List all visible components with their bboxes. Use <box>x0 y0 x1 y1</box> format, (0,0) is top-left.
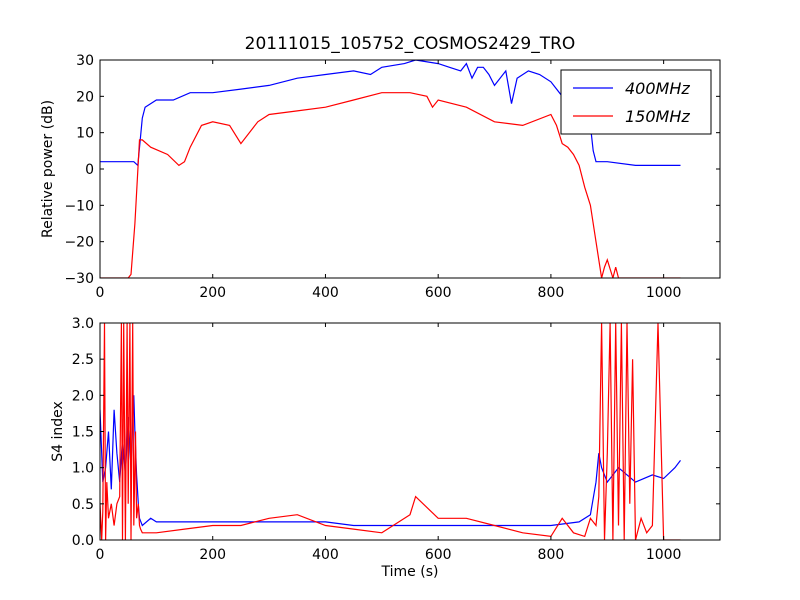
y-tick-label: −20 <box>64 235 94 251</box>
panel-1: 0 200 400 600 800 1000 −30 −20 −10 0 10 20 30 Relativ… <box>40 53 721 301</box>
legend-label-400mhz: 400MHz <box>625 79 690 98</box>
figure-title: 20111015_105752_COSMOS2429_TRO <box>245 34 576 54</box>
legend: 400MHz 150MHz <box>560 69 712 135</box>
x-tick-label: 800 <box>538 547 565 563</box>
y-tick-label: 0 <box>85 162 94 178</box>
y-tick-label: 3.0 <box>72 316 94 332</box>
x-tick-label: 0 <box>96 285 105 301</box>
x-tick-label: 200 <box>199 547 226 563</box>
legend-label-150mhz: 150MHz <box>625 107 690 126</box>
y-tick-label: 0.5 <box>72 497 94 513</box>
panel-2: 0 200 400 600 800 1000 0.0 0.5 1.0 1.5 2.0 2.5 3.0 S4… <box>50 316 721 563</box>
x-axis-label: Time (s) <box>381 564 439 580</box>
x-tick-label: 600 <box>425 285 452 301</box>
y-tick-label: 1.0 <box>72 461 94 477</box>
series-line-150mhz <box>100 92 681 278</box>
y-tick-label: 10 <box>76 126 94 142</box>
x-tick-label: 200 <box>199 285 226 301</box>
y-axis-label: Relative power (dB) <box>40 100 56 238</box>
x-tick-label: 1000 <box>646 285 682 301</box>
x-tick-label: 600 <box>425 547 452 563</box>
x-tick-label: 0 <box>96 547 105 563</box>
y-tick-label: 30 <box>76 53 94 69</box>
y-tick-label: 1.5 <box>72 425 94 441</box>
x-tick-label: 400 <box>312 285 339 301</box>
y-tick-label: 0.0 <box>72 533 94 549</box>
y-tick-label: −10 <box>64 198 94 214</box>
y-tick-label: 2.5 <box>72 352 94 368</box>
y-tick-label: 2.0 <box>72 388 94 404</box>
series-line-red <box>100 323 681 540</box>
x-tick-label: 1000 <box>646 547 682 563</box>
y-axis-label: S4 index <box>50 401 66 462</box>
x-tick-label: 800 <box>538 285 565 301</box>
x-tick-label: 400 <box>312 547 339 563</box>
y-tick-label: −30 <box>64 271 94 287</box>
y-tick-label: 20 <box>76 89 94 105</box>
legend-box <box>560 69 712 135</box>
